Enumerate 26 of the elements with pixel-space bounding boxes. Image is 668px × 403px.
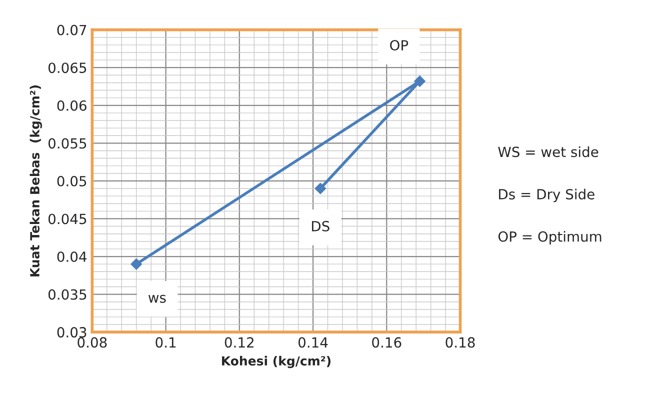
x-tick-label: 0.1 — [156, 337, 176, 348]
annotation: OP — [390, 40, 408, 51]
point — [130, 258, 142, 270]
text: OP = Optimum — [498, 231, 602, 244]
y-tick-label: 0.06 — [57, 100, 86, 111]
point — [314, 182, 326, 194]
x-tick-label: 0.12 — [224, 337, 254, 348]
annotation: DS — [312, 220, 330, 232]
text: WS = wet side — [498, 146, 598, 158]
y-tick-label: 0.045 — [48, 214, 86, 224]
point — [414, 76, 426, 87]
y-tick-label: 0.07 — [57, 24, 86, 36]
y-axis-title: Kuat Tekan Bebas (kg/cm²) — [30, 85, 42, 276]
x-tick-label: 0.08 — [78, 337, 107, 348]
annotation: ws — [148, 294, 166, 303]
x-tick-label: 0.14 — [298, 337, 328, 348]
x-tick-label: 0.18 — [446, 337, 475, 348]
y-tick-label: 0.055 — [48, 138, 86, 149]
x-tick-label: 0.16 — [372, 337, 402, 348]
y-tick-label: 0.05 — [57, 176, 86, 186]
y-tick-label: 0.065 — [48, 62, 86, 74]
text: Ds = Dry Side — [499, 188, 594, 202]
y-tick-label: 0.04 — [57, 251, 87, 262]
x-axis-title: Kohesi (kg/cm²) — [222, 356, 330, 368]
y-tick-label: 0.03 — [57, 327, 86, 338]
y-tick-label: 0.035 — [48, 289, 86, 300]
